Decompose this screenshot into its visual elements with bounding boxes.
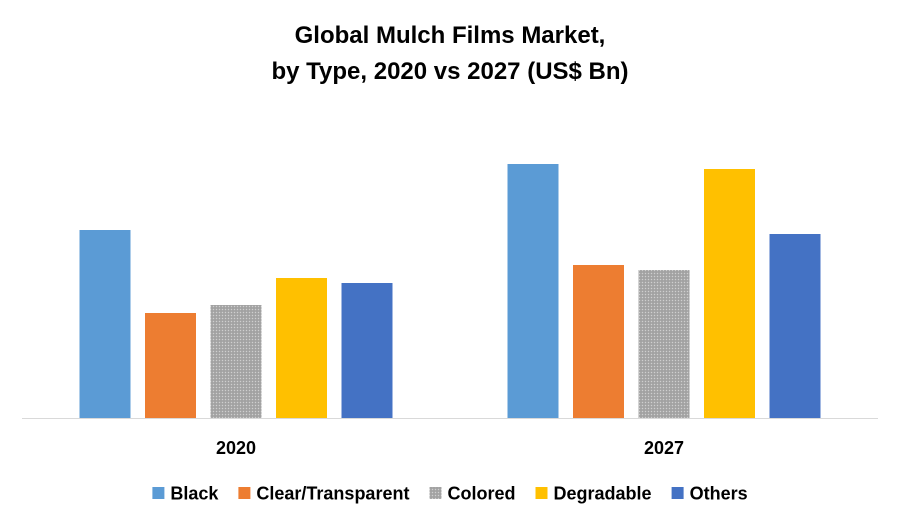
bar-degradable-2020 xyxy=(276,278,327,418)
legend-swatch-degradable xyxy=(535,487,548,499)
legend-swatch-colored xyxy=(429,487,442,499)
legend: Black Clear/Transparent Colored Degradable O… xyxy=(152,484,748,504)
bar-colored-2020 xyxy=(210,305,262,418)
legend-label-degradable: Degradable xyxy=(554,484,652,504)
bars-layer xyxy=(79,164,821,418)
bar-degradable-2027 xyxy=(704,169,755,418)
legend-label-colored: Colored xyxy=(448,484,516,504)
chart-title-line-2: by Type, 2020 vs 2027 (US$ Bn) xyxy=(271,58,628,85)
bar-clear-transparent-2020 xyxy=(145,313,196,418)
bar-black-2020 xyxy=(79,230,131,418)
bar-others-2020 xyxy=(341,283,393,418)
bar-clear-transparent-2027 xyxy=(573,265,624,418)
legend-label-black: Black xyxy=(170,484,219,504)
category-label-2027: 2027 xyxy=(644,438,684,458)
category-labels: 2020 2027 xyxy=(216,438,684,458)
legend-swatch-others xyxy=(671,487,684,499)
legend-label-clear-transparent: Clear/Transparent xyxy=(256,484,409,504)
category-label-2020: 2020 xyxy=(216,438,256,458)
bar-black-2027 xyxy=(507,164,559,418)
legend-swatch-clear-transparent xyxy=(238,487,251,499)
bar-colored-2027 xyxy=(638,270,690,418)
legend-label-others: Others xyxy=(690,484,748,504)
bar-others-2027 xyxy=(769,234,821,418)
chart-title-line-1: Global Mulch Films Market, xyxy=(295,22,606,49)
legend-swatch-black xyxy=(152,487,165,499)
